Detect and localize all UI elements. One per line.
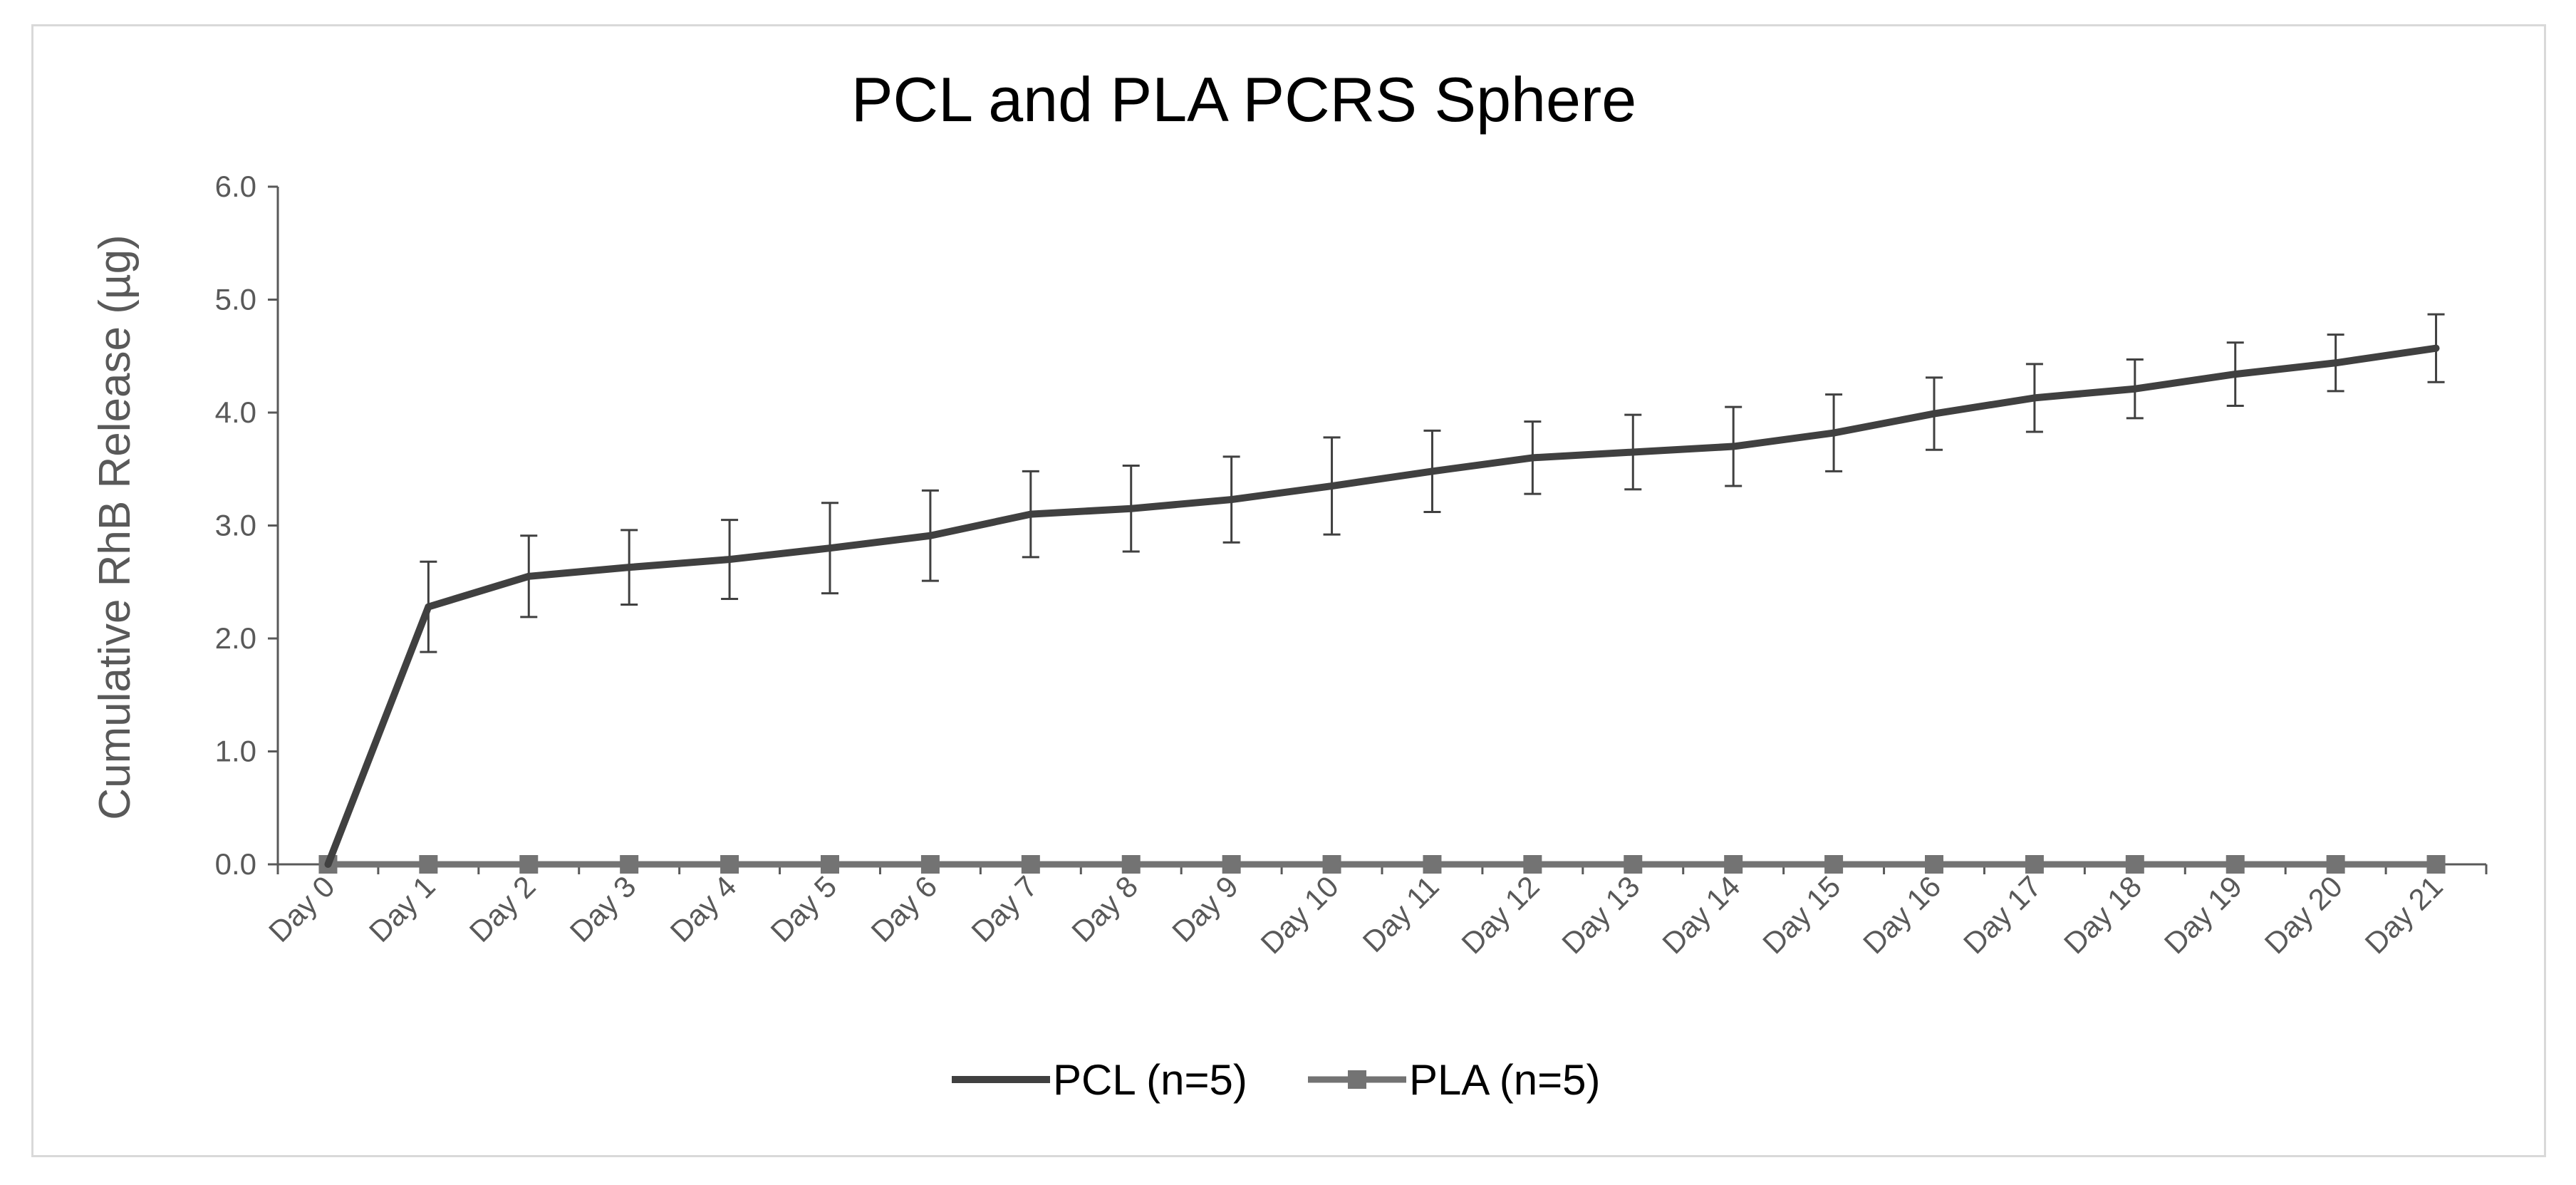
x-tick-label: Day 6: [864, 869, 943, 948]
legend-pla-marker: [1348, 1070, 1366, 1089]
pcl-point: [2231, 371, 2239, 378]
x-tick-label: Day 1: [363, 869, 442, 948]
pla-point: [1624, 855, 1643, 874]
x-tick-label: Day 12: [1455, 869, 1545, 960]
y-tick-label: 3.0: [215, 509, 256, 542]
pla-point: [519, 855, 539, 874]
pla-point: [1925, 855, 1943, 874]
pla-point: [1021, 855, 1040, 874]
y-tick-label: 1.0: [215, 735, 256, 768]
pcl-point: [1931, 410, 1938, 418]
series-pcl-line: [324, 344, 2437, 866]
pcl-point: [2432, 344, 2440, 352]
pcl-point: [625, 564, 633, 571]
y-tick-label: 0.0: [215, 847, 256, 881]
x-axis-ticks: Day 0 Day 1 Day 2 Day 3 Day 4 Day 5 Day 6 Day 7…: [262, 864, 2488, 960]
pcl-point: [1629, 448, 1637, 456]
x-tick-label: Day 13: [1555, 869, 1646, 960]
x-tick-label: Day 15: [1756, 869, 1847, 960]
pla-point: [2125, 855, 2144, 874]
pcl-point: [324, 861, 332, 868]
x-tick-label: Day 3: [564, 869, 643, 948]
pla-point: [620, 855, 639, 874]
pcl-point: [2030, 394, 2038, 402]
pla-point: [2326, 855, 2345, 874]
y-axis-ticks: 0.0 1.0 2.0 3.0 4.0 5.0 6.0: [215, 170, 278, 881]
pla-point: [1523, 855, 1542, 874]
pcl-point: [1428, 467, 1436, 475]
pcl-point: [1328, 482, 1336, 490]
x-tick-label: Day 16: [1856, 869, 1947, 960]
pcl-point: [1127, 504, 1135, 512]
pla-point: [2226, 855, 2245, 874]
x-tick-label: Day 20: [2258, 869, 2349, 960]
x-tick-label: Day 19: [2158, 869, 2248, 960]
legend-pla-label: PLA (n=5): [1409, 1056, 1601, 1104]
pla-point: [720, 855, 739, 874]
series-group: [318, 313, 2446, 874]
pcl-point: [1027, 510, 1034, 518]
pla-point: [821, 855, 839, 874]
x-tick-label: Day 0: [262, 869, 341, 948]
pcl-point: [726, 556, 734, 564]
x-tick-label: Day 11: [1356, 869, 1445, 958]
axes: [276, 187, 2486, 866]
x-tick-label: Day 2: [463, 869, 542, 948]
pcl-point: [926, 532, 934, 539]
pcl-point: [2332, 359, 2339, 367]
pcl-point: [1730, 443, 1738, 450]
pla-point: [2426, 855, 2446, 874]
chart-frame: [31, 24, 2546, 1157]
chart-title: PCL and PLA PCRS Sphere: [851, 64, 1636, 135]
x-tick-label: Day 14: [1656, 869, 1746, 960]
x-tick-label: Day 5: [764, 869, 843, 948]
pla-point: [1322, 855, 1341, 874]
pla-point: [1824, 855, 1844, 874]
x-tick-label: Day 21: [2359, 869, 2449, 960]
y-tick-label: 4.0: [215, 395, 256, 429]
pla-point: [1724, 855, 1743, 874]
pla-point: [419, 855, 438, 874]
x-tick-label: Day 10: [1255, 869, 1345, 960]
pcl-point: [425, 603, 432, 611]
x-tick-label: Day 7: [965, 869, 1044, 948]
pcl-point: [1227, 496, 1235, 504]
pla-point: [1222, 855, 1241, 874]
y-axis-label: Cumulative RhB Release (µg): [90, 234, 140, 819]
pla-point: [1423, 855, 1442, 874]
pcl-point: [826, 544, 833, 552]
y-tick-label: 6.0: [215, 170, 256, 203]
pcl-point: [2131, 385, 2139, 393]
y-tick-label: 5.0: [215, 283, 256, 316]
legend: PCL (n=5) PLA (n=5): [952, 1056, 1601, 1104]
x-tick-label: Day 18: [2057, 869, 2148, 960]
pla-point: [2025, 855, 2044, 874]
x-tick-label: Day 8: [1065, 869, 1144, 948]
pla-point: [1121, 855, 1141, 874]
legend-pcl-label: PCL (n=5): [1053, 1056, 1247, 1104]
x-tick-label: Day 17: [1957, 869, 2047, 960]
pla-point: [920, 855, 940, 874]
y-tick-label: 2.0: [215, 621, 256, 655]
pcl-point: [525, 572, 533, 580]
x-tick-label: Day 9: [1165, 869, 1245, 948]
x-tick-label: Day 4: [664, 869, 743, 948]
pcl-point: [1529, 454, 1537, 462]
pcl-point: [1830, 429, 1838, 437]
